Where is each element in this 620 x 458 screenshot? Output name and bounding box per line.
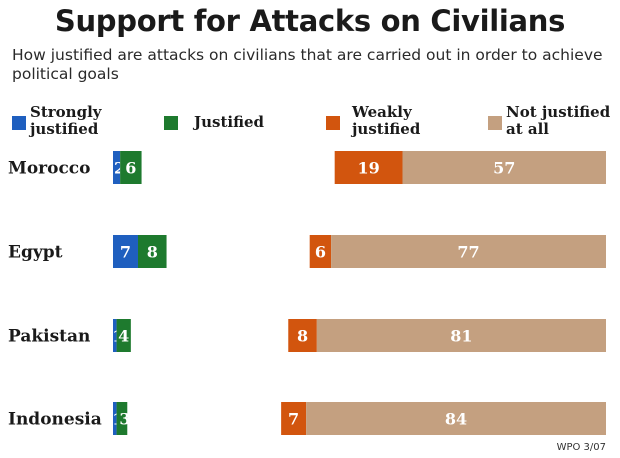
source-note: WPO 3/07 bbox=[556, 442, 606, 453]
category-label-pakistan: Pakistan bbox=[8, 327, 90, 347]
chart-subtitle: How justified are attacks on civilians t… bbox=[12, 46, 603, 83]
bar-strongly-justified-indonesia bbox=[113, 402, 117, 435]
value-label-weakly-justified-pakistan: 8 bbox=[297, 327, 308, 346]
legend-swatch-not-justified bbox=[488, 116, 502, 130]
bar-weakly-justified-pakistan bbox=[288, 319, 317, 352]
value-label-weakly-justified-morocco: 19 bbox=[357, 159, 379, 178]
bar-not-justified-pakistan bbox=[316, 319, 606, 352]
legend-swatch-justified bbox=[164, 116, 178, 130]
bar-justified-pakistan bbox=[116, 319, 131, 352]
legend-swatch-weakly bbox=[326, 116, 340, 130]
bar-justified-egypt bbox=[137, 235, 167, 268]
value-label-justified-indonesia: 3 bbox=[119, 410, 130, 429]
value-label-not-justified-pakistan: 81 bbox=[450, 327, 472, 346]
chart-title: Support for Attacks on Civilians bbox=[54, 4, 566, 38]
legend-label-weakly: Weakly justified bbox=[352, 103, 421, 138]
bar-justified-indonesia bbox=[116, 402, 128, 435]
bar-weakly-justified-indonesia bbox=[281, 402, 307, 435]
category-label-indonesia: Indonesia bbox=[8, 410, 102, 430]
legend-swatch-strongly bbox=[12, 116, 26, 130]
category-label-egypt: Egypt bbox=[8, 243, 63, 263]
value-label-weakly-justified-egypt: 6 bbox=[315, 243, 326, 262]
value-label-strongly-justified-egypt: 7 bbox=[120, 243, 131, 262]
value-label-weakly-justified-indonesia: 7 bbox=[288, 410, 299, 429]
legend-label-not-justified: Not justified at all bbox=[506, 103, 611, 138]
bar-justified-morocco bbox=[120, 151, 142, 184]
value-label-strongly-justified-morocco: 2 bbox=[114, 159, 125, 178]
bar-weakly-justified-morocco bbox=[334, 151, 403, 184]
legend-label-justified: Justified bbox=[194, 113, 265, 131]
bar-not-justified-egypt bbox=[331, 235, 606, 268]
bar-strongly-justified-egypt bbox=[113, 235, 138, 268]
value-label-justified-pakistan: 4 bbox=[118, 327, 129, 346]
value-label-not-justified-egypt: 77 bbox=[457, 243, 479, 262]
category-label-morocco: Morocco bbox=[8, 159, 91, 179]
value-label-justified-egypt: 8 bbox=[147, 243, 158, 262]
value-label-not-justified-morocco: 57 bbox=[493, 159, 515, 178]
bar-not-justified-morocco bbox=[402, 151, 606, 184]
bar-weakly-justified-egypt bbox=[309, 235, 332, 268]
value-label-not-justified-indonesia: 84 bbox=[445, 410, 467, 429]
bar-not-justified-indonesia bbox=[306, 402, 606, 435]
bar-strongly-justified-morocco bbox=[113, 151, 121, 184]
value-label-justified-morocco: 6 bbox=[125, 159, 136, 178]
bar-strongly-justified-pakistan bbox=[113, 319, 117, 352]
legend-label-strongly: Strongly justified bbox=[30, 103, 102, 138]
